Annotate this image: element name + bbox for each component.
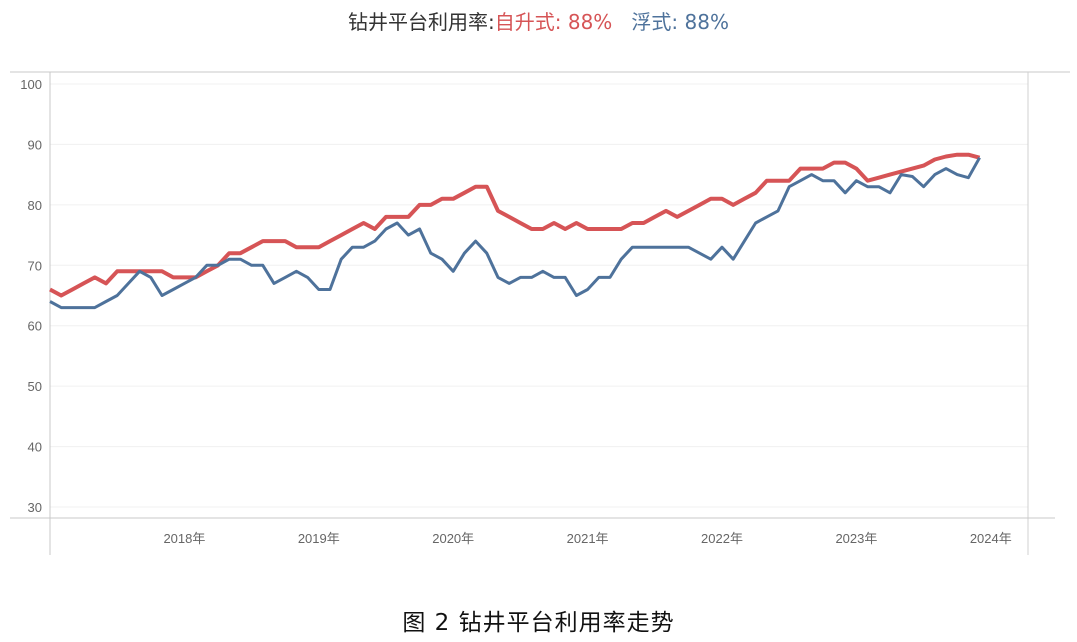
y-tick-label: 60 [28, 319, 42, 334]
line-chart: 30 40 50 60 70 80 90 100 2018年 2019年 2020年 2021年 20… [10, 71, 1070, 555]
title-prefix: 钻井平台利用率: [348, 10, 495, 34]
y-tick-label: 40 [28, 440, 42, 455]
x-tick-label: 2021年 [567, 531, 609, 546]
figure-caption: 图 2 钻井平台利用率走势 [402, 610, 675, 636]
y-tick-label: 70 [28, 258, 42, 273]
x-tick-label: 2020年 [432, 531, 474, 546]
y-tick-label: 90 [28, 137, 42, 152]
x-tick-label: 2019年 [298, 531, 340, 546]
x-tick-label: 2024年 [970, 531, 1012, 546]
x-tick-label: 2018年 [163, 531, 205, 546]
y-tick-label: 30 [28, 500, 42, 515]
title-jackup: 自升式: 88% [494, 10, 613, 34]
x-tick-label: 2023年 [835, 531, 877, 546]
y-tick-label: 50 [28, 379, 42, 394]
chart-title: 钻井平台利用率:自升式: 88% 浮式: 88% [0, 6, 1077, 35]
series-line-floater [49, 156, 981, 310]
series-line-jackup [49, 152, 981, 298]
title-floater: 浮式: 88% [631, 10, 729, 34]
y-tick-label: 80 [28, 198, 42, 213]
y-tick-label: 100 [20, 77, 42, 92]
x-tick-label: 2022年 [701, 531, 743, 546]
